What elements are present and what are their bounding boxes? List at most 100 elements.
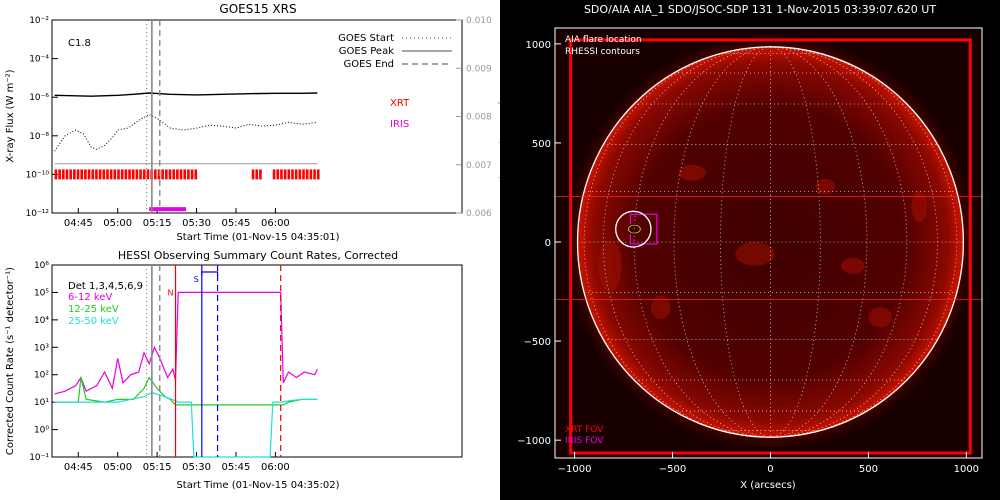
goes-rhessi-flag-mark	[305, 169, 309, 180]
goes-rhessi-flag-mark	[255, 169, 259, 180]
aia-rhessi-contour	[629, 225, 637, 233]
hessi-series-12-25-kev	[54, 376, 318, 406]
goes-rhessi-flag-mark	[146, 169, 150, 180]
goes-rhessi-flag-mark	[172, 169, 175, 180]
aia-y-tick-label: 1000	[526, 40, 551, 51]
aia-x-tick-label: 0	[767, 464, 773, 475]
goes-rhessi-flag-mark	[276, 169, 280, 180]
goes-rhessi-flag-mark	[179, 169, 183, 180]
goes-rhessi-flag-mark	[287, 169, 291, 180]
legend-25-50-kev: 25-50 keV	[68, 316, 119, 327]
goes-rhessi-flag-mark	[291, 169, 294, 180]
goes-rhessi-flag-mark	[183, 169, 187, 180]
hessi-plot-frame	[51, 264, 463, 458]
hessi-y-tick-label: 10³	[34, 343, 49, 353]
aia-axes: −1000 −500 0 500 1000 −1000 −500 0 500 1000	[517, 40, 979, 475]
aia-active-region	[735, 242, 775, 266]
goes-rhessi-flag-mark	[168, 169, 172, 180]
aia-flare-location-circle	[615, 210, 652, 248]
aia-limb-outline	[576, 46, 965, 438]
hessi-y-tick-label: 10⁶	[34, 261, 49, 271]
hessi-y-tick-label: 10⁵	[34, 288, 49, 298]
hessi-legend: Det 1,3,4,5,6,9 6-12 keV 12-25 keV 25-50…	[68, 281, 143, 327]
goes-rhessi-flag-mark	[283, 169, 287, 180]
goes-flare-class: C1.8	[68, 38, 91, 49]
aia-active-region	[650, 295, 671, 320]
goes-rhessi-flag-mark	[113, 169, 117, 180]
goes-rhessi-flag-mark	[302, 169, 305, 180]
goes-y-tick-label: 10⁻¹²	[26, 209, 50, 219]
goes-rhessi-flag-mark	[76, 169, 80, 180]
legend-goes-peak-label: GOES Peak	[339, 46, 394, 57]
hessi-x-tick-label: 05:15	[143, 462, 172, 473]
goes-title: GOES15 XRS	[219, 2, 296, 16]
aia-title: SDO/AIA AIA_1 SDO/JSOC-SDP 131 1-Nov-201…	[584, 3, 936, 16]
goes-rhessi-flag-mark	[128, 169, 131, 180]
goes-y2-tick-label: 0.010	[466, 16, 492, 26]
goes-rhessi-flag-mark	[58, 169, 61, 180]
goes-rhessi-flag-mark	[102, 169, 106, 180]
goes-rhessi-flag-mark	[120, 169, 124, 180]
goes-rhessi-flag-mark	[98, 169, 102, 180]
goes-rhessi-flag-mark	[135, 169, 139, 180]
goes-xrt-label: XRT	[390, 98, 410, 109]
aia-x-axis-label: X (arcsecs)	[740, 480, 796, 491]
hessi-detectors-label: Det 1,3,4,5,6,9	[68, 281, 143, 292]
goes-y-tick-label: 10⁻⁶	[29, 93, 49, 103]
goes-rhessi-flag-mark	[165, 169, 168, 180]
goes-x-tick-label: 06:00	[261, 218, 290, 229]
aia-active-region	[911, 190, 928, 223]
hessi-series-25-50-kev	[54, 391, 318, 458]
hessi-x-tick-label: 05:45	[222, 462, 251, 473]
goes-rhessi-flag-mark	[187, 169, 190, 180]
hessi-saa-label: S	[194, 275, 199, 284]
hessi-y-tick-label: 10⁻¹	[29, 453, 49, 463]
goes-legend: GOES Start GOES Peak GOES End	[338, 33, 452, 70]
aia-longitude-gridline	[633, 46, 771, 438]
hessi-saa-bracket	[201, 271, 219, 276]
hessi-y-tick-label: 10⁰	[34, 426, 49, 436]
goes-iris-observation-bar	[149, 207, 187, 212]
goes-rhessi-flag-mark	[54, 169, 58, 180]
aia-x-tick-label: −500	[659, 464, 686, 475]
goes-y2-tick-label: 0.008	[466, 113, 492, 123]
aia-legend-iris-fov: IRIS FOV	[565, 436, 604, 446]
hessi-title: HESSI Observing Summary Count Rates, Cor…	[118, 249, 398, 262]
legend-goes-end-label: GOES End	[344, 59, 394, 70]
goes-y-tick-label: 10⁻¹⁰	[26, 170, 50, 180]
hessi-x-tick-label: 04:45	[64, 462, 93, 473]
hessi-night-label: N	[168, 288, 174, 297]
hessi-x-tick-label: 05:30	[182, 462, 211, 473]
aia-x-tick-label: −1000	[558, 464, 592, 475]
goes-rhessi-flag-mark	[117, 169, 120, 180]
aia-legend-rhessi-contours: RHESSI contours	[565, 47, 640, 57]
goes-x-tick-label: 05:15	[143, 218, 172, 229]
hessi-y-tick-label: 10⁴	[34, 316, 49, 326]
goes-y-tick-label: 10⁻⁴	[29, 55, 49, 65]
aia-plot-frame	[554, 27, 983, 459]
goes-x-tick-label: 04:45	[64, 218, 93, 229]
hessi-x-axis-label: Start Time (01-Nov-15 04:35:02)	[176, 480, 339, 491]
goes-rhessi-flag-mark	[109, 169, 113, 180]
hessi-y-tick-label: 10²	[34, 371, 49, 381]
goes-rhessi-flag-mark	[309, 169, 313, 180]
hessi-panel: HESSI Observing Summary Count Rates, Cor…	[5, 249, 463, 491]
legend-12-25-kev: 12-25 keV	[68, 304, 119, 315]
goes-x-tick-label: 05:45	[222, 218, 251, 229]
goes-x-tick-label: 05:00	[103, 218, 132, 229]
aia-active-region	[598, 240, 622, 292]
aia-panel: SDO/AIA AIA_1 SDO/JSOC-SDP 131 1-Nov-201…	[500, 0, 1000, 500]
goes-iris-label: IRIS	[390, 119, 409, 130]
goes-rhessi-flag-mark	[91, 169, 95, 180]
legend-goes-start-label: GOES Start	[338, 33, 394, 44]
goes-rhessi-flag-mark	[84, 169, 87, 180]
goes-rhessi-flag-mark	[194, 169, 198, 180]
goes-rhessi-flag-mark	[124, 169, 128, 180]
goes-rhessi-flag-mark	[142, 169, 146, 180]
hessi-series-6-12-kev	[54, 291, 318, 395]
goes-x-axis-label: Start Time (01-Nov-15 04:35:01)	[176, 232, 339, 243]
aia-longitude-gridline	[770, 46, 958, 438]
goes-rhessi-flag-mark	[161, 169, 164, 180]
aia-image-elements	[555, 33, 982, 455]
